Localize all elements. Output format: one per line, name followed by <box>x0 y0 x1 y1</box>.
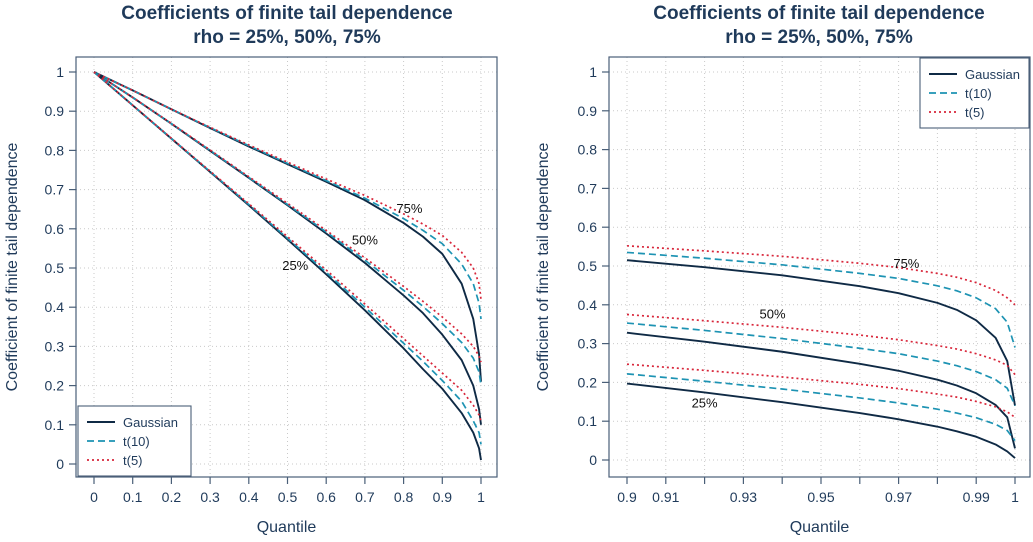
series-line-t10-rho-75 <box>626 251 1016 348</box>
series-line-t10-rho-25 <box>626 373 1016 442</box>
x-tick-label: 0.97 <box>885 489 912 505</box>
legend-label: Gaussian <box>123 415 178 430</box>
x-axis-title: Quantile <box>790 519 850 536</box>
legend-box <box>919 57 1030 129</box>
chart-panel-1: Coefficients of finite tail dependence rh… <box>4 3 498 536</box>
legend: Gaussian t(10) t(5) <box>77 405 192 477</box>
y-tick-label: 0.3 <box>45 338 65 354</box>
series-line-gaussian-rho-50 <box>93 71 482 425</box>
series-group <box>626 244 1016 459</box>
y-tick-label: 0.2 <box>578 374 598 390</box>
series-line-t10-rho-50 <box>626 322 1016 407</box>
legend-label: t(10) <box>123 434 150 449</box>
rho-annotation: 75% <box>893 256 919 271</box>
x-tick-label: 0.9 <box>617 489 637 505</box>
series-line-gaussian-rho-75 <box>93 71 482 382</box>
y-tick-label: 0.9 <box>578 103 598 119</box>
rho-annotation: 25% <box>692 396 718 411</box>
y-tick-label: 0.6 <box>578 219 598 235</box>
series-line-t5-rho-50 <box>626 313 1016 376</box>
legend-label: t(5) <box>965 105 985 120</box>
y-tick-label: 0.1 <box>45 417 65 433</box>
y-tick-label: 0.8 <box>578 142 598 158</box>
series-line-t5-rho-25 <box>93 71 482 422</box>
legend: Gaussian t(10) t(5) <box>919 57 1030 129</box>
y-tick-label: 0.8 <box>45 142 65 158</box>
y-tick-label: 1 <box>56 64 64 80</box>
chart-title: Coefficients of finite tail dependence <box>653 3 985 24</box>
y-tick-label: 0 <box>56 456 64 472</box>
chart-subtitle: rho = 25%, 50%, 75% <box>725 27 913 48</box>
chart-title: Coefficients of finite tail dependence <box>121 3 453 24</box>
series-line-t10-rho-25 <box>93 71 482 445</box>
rho-annotation: 75% <box>396 201 422 216</box>
series-group <box>93 71 482 461</box>
chart-subtitle: rho = 25%, 50%, 75% <box>193 27 381 48</box>
series-line-t5-rho-25 <box>626 363 1016 419</box>
x-tick-label: 0.5 <box>278 489 298 505</box>
series-line-t5-rho-75 <box>93 71 482 300</box>
legend-label: t(5) <box>123 453 143 468</box>
x-tick-label: 1 <box>1011 489 1019 505</box>
x-tick-label: 0.6 <box>316 489 336 505</box>
rho-annotation: 50% <box>352 232 378 247</box>
y-tick-label: 0.5 <box>578 258 598 274</box>
x-tick-label: 0.8 <box>394 489 414 505</box>
y-axis-title: Coefficient of finite tail dependence <box>4 143 21 392</box>
y-tick-label: 0.6 <box>45 221 65 237</box>
series-line-t5-rho-75 <box>626 244 1016 306</box>
x-tick-label: 0.4 <box>239 489 259 505</box>
x-tick-label: 0.2 <box>162 489 182 505</box>
y-tick-label: 0.1 <box>578 413 598 429</box>
x-tick-label: 0.9 <box>433 489 453 505</box>
x-tick-label: 0.91 <box>652 489 679 505</box>
x-tick-label: 1 <box>477 489 485 505</box>
y-axis-title: Coefficient of finite tail dependence <box>535 143 552 392</box>
chart-panel-2: Coefficients of finite tail dependence rh… <box>535 3 1031 536</box>
x-tick-label: 0.95 <box>807 489 834 505</box>
y-tick-label: 0.2 <box>45 378 65 394</box>
y-tick-label: 0.5 <box>45 260 65 276</box>
series-line-gaussian-rho-75 <box>626 259 1016 406</box>
rho-annotation: 25% <box>282 258 308 273</box>
x-axis-title: Quantile <box>257 519 317 536</box>
x-tick-label: 0.93 <box>730 489 757 505</box>
legend-box <box>77 405 192 477</box>
y-tick-label: 0.4 <box>45 299 65 315</box>
legend-label: Gaussian <box>965 67 1020 82</box>
x-tick-label: 0.99 <box>963 489 990 505</box>
y-tick-label: 0.7 <box>45 182 65 198</box>
x-tick-label: 0.7 <box>355 489 375 505</box>
series-line-gaussian-rho-25 <box>93 71 482 461</box>
legend-label: t(10) <box>965 86 992 101</box>
x-tick-label: 0.3 <box>200 489 220 505</box>
x-tick-label: 0 <box>90 489 98 505</box>
y-tick-label: 0.4 <box>578 297 598 313</box>
y-tick-label: 1 <box>589 64 597 80</box>
plot-frame <box>608 56 1031 478</box>
plot-frame <box>75 56 498 478</box>
series-line-gaussian-rho-25 <box>626 382 1016 459</box>
rho-annotation: 50% <box>759 306 785 321</box>
y-tick-label: 0.7 <box>578 180 598 196</box>
y-tick-label: 0.3 <box>578 336 598 352</box>
y-tick-label: 0.9 <box>45 103 65 119</box>
y-tick-label: 0 <box>589 452 597 468</box>
x-tick-label: 0.1 <box>123 489 143 505</box>
